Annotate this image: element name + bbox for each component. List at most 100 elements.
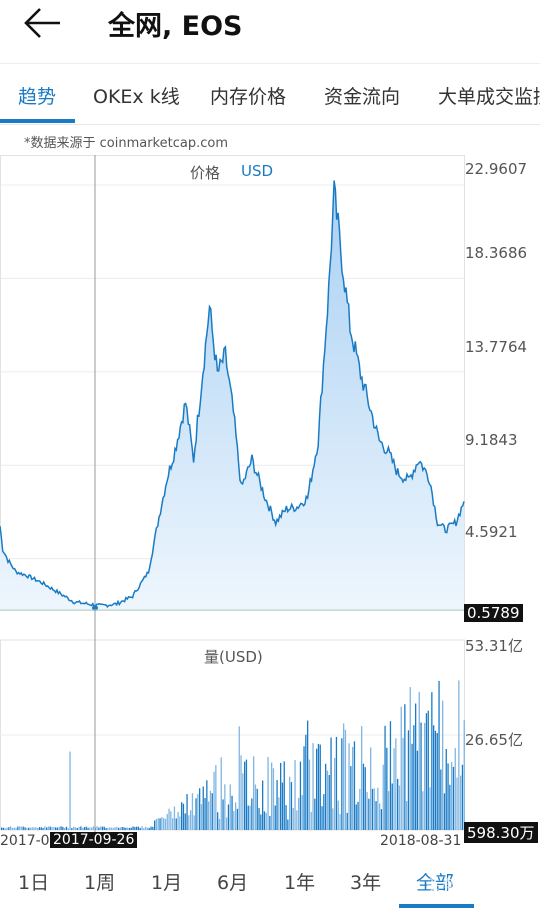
volume-bar bbox=[163, 818, 165, 830]
volume-bar bbox=[335, 736, 338, 830]
volume-bar bbox=[62, 826, 64, 830]
period-1w[interactable]: 1周 bbox=[84, 872, 116, 894]
volume-bar bbox=[330, 737, 332, 830]
volume-bar bbox=[202, 786, 204, 830]
tab-trend[interactable]: 趋势 bbox=[18, 86, 57, 108]
volume-bars bbox=[1, 680, 465, 830]
back-arrow-icon[interactable] bbox=[22, 6, 64, 40]
volume-bar bbox=[154, 820, 156, 830]
volume-bar bbox=[123, 827, 125, 830]
volume-bar bbox=[218, 818, 221, 830]
volume-bar bbox=[254, 784, 257, 830]
volume-bar bbox=[103, 826, 105, 830]
volume-bar bbox=[20, 826, 23, 830]
volume-bar bbox=[220, 757, 222, 830]
price-chart-label: 价格 bbox=[190, 164, 221, 182]
chart-area[interactable] bbox=[0, 155, 540, 855]
volume-bar bbox=[256, 788, 258, 830]
volume-bar bbox=[82, 828, 84, 830]
volume-bar bbox=[307, 720, 309, 830]
volume-bar bbox=[197, 793, 199, 830]
volume-bar bbox=[343, 723, 345, 830]
volume-bar bbox=[38, 827, 41, 830]
volume-bar bbox=[217, 812, 219, 830]
period-6m[interactable]: 6月 bbox=[217, 872, 249, 894]
period-all[interactable]: 全部 bbox=[416, 872, 455, 894]
volume-bar bbox=[89, 827, 91, 830]
volume-bar bbox=[294, 760, 296, 830]
volume-bar bbox=[447, 763, 449, 830]
volume-bar bbox=[78, 826, 80, 830]
volume-bar bbox=[148, 827, 150, 830]
volume-bar bbox=[28, 827, 30, 830]
volume-bar bbox=[442, 700, 444, 830]
volume-bar bbox=[98, 827, 100, 830]
tab-okex-kline[interactable]: OKEx k线 bbox=[93, 86, 180, 108]
volume-bar bbox=[280, 763, 282, 830]
volume-bar bbox=[155, 819, 158, 830]
volume-bar bbox=[182, 803, 185, 830]
volume-bar bbox=[190, 810, 192, 830]
volume-bar bbox=[267, 757, 269, 830]
volume-bar bbox=[92, 826, 95, 830]
volume-bar bbox=[157, 818, 159, 830]
volume-bar bbox=[195, 798, 197, 830]
volume-bar bbox=[15, 827, 17, 830]
volume-bar bbox=[346, 812, 348, 830]
volume-bar bbox=[249, 805, 251, 830]
volume-bar bbox=[341, 738, 343, 830]
active-tab-indicator bbox=[0, 119, 75, 123]
volume-bar bbox=[420, 722, 422, 830]
volume-bar bbox=[199, 788, 201, 830]
volume-chart-label: 量(USD) bbox=[204, 648, 263, 666]
volume-bar bbox=[362, 763, 365, 830]
volume-bar bbox=[317, 743, 320, 830]
volume-bar bbox=[289, 776, 291, 830]
price-y-label-3: 13.7764 bbox=[465, 338, 528, 356]
volume-bar bbox=[299, 761, 302, 830]
tab-memory-price[interactable]: 内存价格 bbox=[210, 86, 287, 108]
volume-bar bbox=[6, 827, 8, 830]
date-start: 2017-0 bbox=[0, 833, 50, 849]
volume-bar bbox=[272, 768, 275, 830]
period-1m[interactable]: 1月 bbox=[151, 872, 183, 894]
volume-bar bbox=[443, 793, 446, 830]
tab-fund-flow[interactable]: 资金流向 bbox=[324, 86, 401, 108]
volume-bar bbox=[159, 818, 161, 830]
volume-bar bbox=[431, 692, 433, 830]
volume-bar bbox=[326, 770, 329, 830]
volume-bar bbox=[236, 808, 239, 830]
volume-bar bbox=[60, 826, 62, 830]
volume-bar bbox=[161, 817, 163, 830]
volume-bar bbox=[125, 827, 127, 830]
volume-bar bbox=[64, 827, 66, 830]
volume-bar bbox=[382, 764, 384, 830]
volume-bar bbox=[238, 726, 240, 830]
volume-bar bbox=[58, 826, 60, 830]
volume-bar bbox=[31, 827, 33, 830]
volume-bar bbox=[47, 826, 50, 830]
volume-bar bbox=[325, 763, 327, 830]
volume-bar bbox=[227, 804, 230, 830]
volume-bar bbox=[290, 782, 293, 830]
volume-bar bbox=[350, 766, 352, 830]
volume-bar bbox=[312, 743, 314, 830]
period-1y[interactable]: 1年 bbox=[284, 872, 316, 894]
volume-bar bbox=[303, 746, 305, 830]
volume-bar bbox=[434, 730, 437, 830]
volume-bar bbox=[166, 814, 168, 830]
date-selected: 2017-09-26 bbox=[50, 832, 138, 848]
tab-large-trades[interactable]: 大单成交监控 bbox=[438, 86, 540, 108]
volume-bar bbox=[191, 793, 194, 830]
volume-bar bbox=[46, 827, 48, 830]
volume-bar bbox=[170, 811, 172, 830]
volume-bar bbox=[263, 811, 266, 830]
volume-bar bbox=[454, 748, 456, 830]
active-period-indicator bbox=[399, 904, 474, 908]
price-y-min-label: 0.5789 bbox=[464, 604, 523, 622]
volume-bar bbox=[2, 827, 5, 830]
period-1d[interactable]: 1日 bbox=[18, 872, 50, 894]
volume-bar bbox=[76, 828, 78, 830]
period-3y[interactable]: 3年 bbox=[350, 872, 382, 894]
volume-bar bbox=[139, 828, 141, 830]
